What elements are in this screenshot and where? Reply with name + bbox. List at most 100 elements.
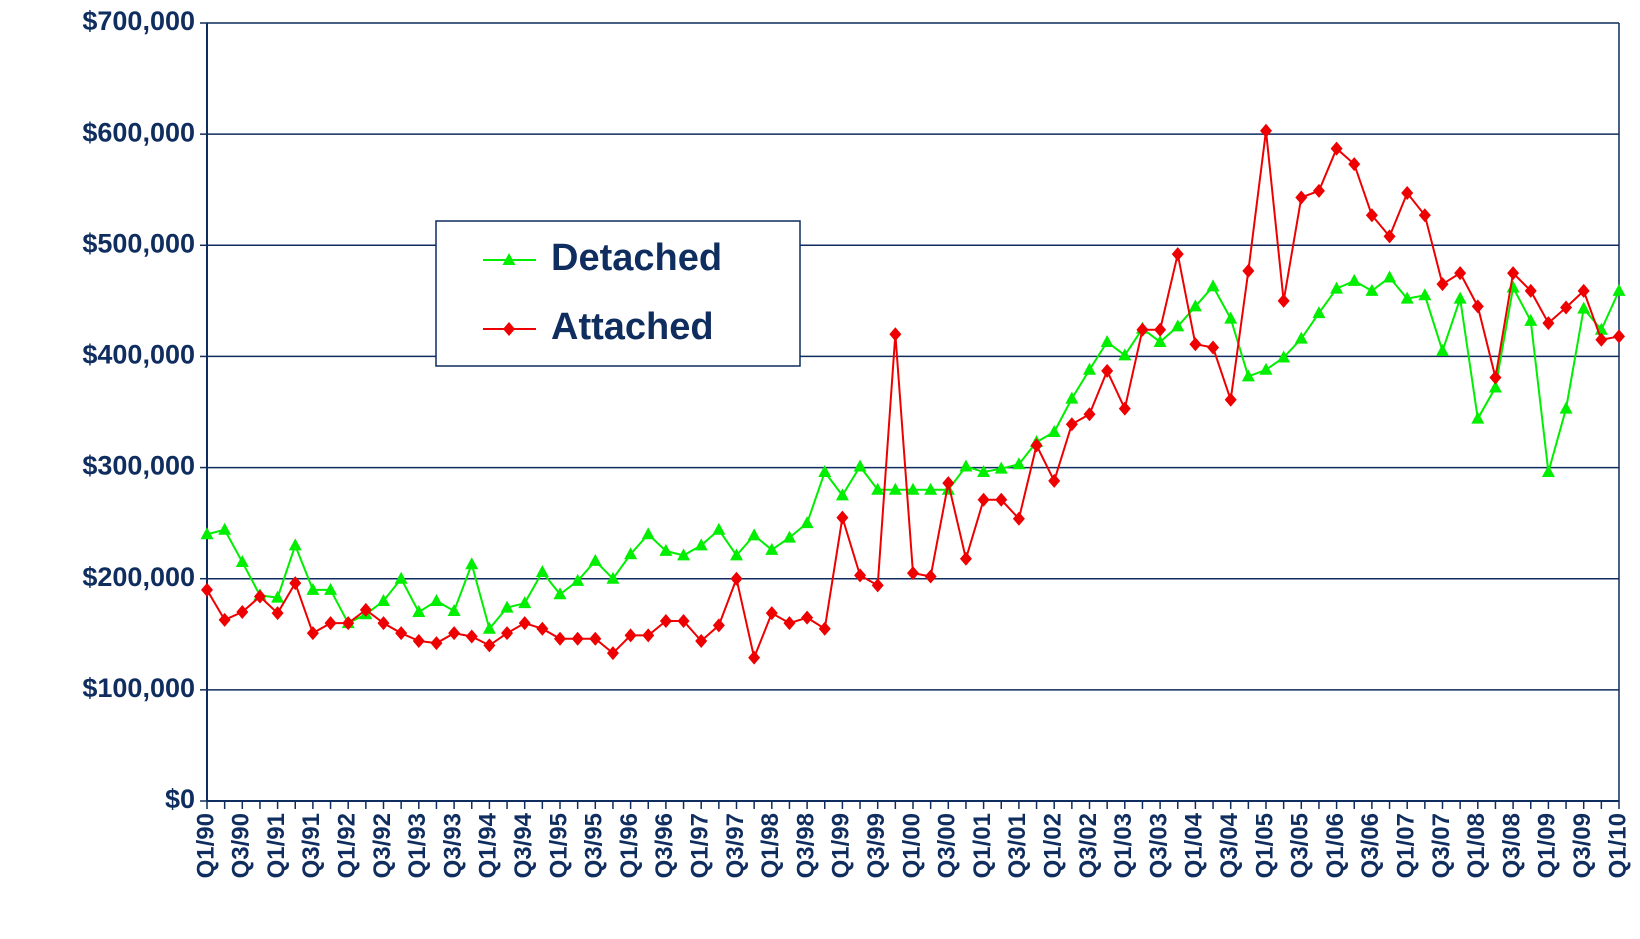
legend-box [435,220,801,367]
data-point [924,569,937,584]
data-point [412,633,425,648]
data-point [253,589,266,604]
data-point [1100,334,1114,347]
x-tick-label: Q3/91 [298,813,325,878]
data-point [1241,369,1255,382]
data-point [554,631,566,646]
data-point [1065,391,1079,404]
data-point [589,631,602,646]
legend-label: Detached [551,237,722,279]
x-tick-label: Q3/99 [863,813,890,878]
data-point [1312,183,1325,198]
data-point [1048,473,1061,488]
data-point [200,527,214,540]
x-tick-label: Q1/07 [1393,813,1420,878]
data-point [818,621,831,636]
x-tick-label: Q1/08 [1463,813,1490,878]
data-point [1242,263,1255,278]
y-tick-label: $200,000 [82,562,195,592]
data-point [853,459,867,472]
x-tick-label: Q1/90 [192,813,219,878]
x-tick-label: Q3/02 [1075,813,1102,878]
data-point [642,628,655,643]
data-point [1330,281,1344,294]
data-point [1312,306,1326,319]
data-point [571,573,585,586]
data-point [765,606,778,621]
x-tick-label: Q1/99 [828,813,855,878]
x-tick-label: Q1/91 [263,813,290,878]
data-point [782,530,796,543]
data-point [1118,401,1131,416]
data-point [730,548,743,561]
x-tick-label: Q3/05 [1287,813,1314,878]
data-point [1294,331,1308,344]
data-point [1207,340,1220,355]
data-point [359,602,372,617]
data-point [1118,348,1132,361]
data-point [447,603,461,616]
data-point [1277,350,1291,363]
data-point [1559,401,1573,414]
data-point [306,626,319,641]
data-point [1101,363,1114,378]
data-point [1542,316,1555,331]
data-point [765,542,779,555]
data-point [1083,362,1096,375]
x-tick-label: Q1/03 [1110,813,1137,878]
x-tick-label: Q1/10 [1604,813,1631,878]
data-point [888,482,902,495]
data-point [695,633,708,648]
data-point [288,538,302,551]
x-tick-label: Q1/02 [1040,813,1067,878]
data-point [977,465,991,478]
x-tick-label: Q1/00 [898,813,925,878]
data-point [924,482,938,495]
data-point [201,582,213,597]
data-point [465,557,479,570]
data-point [395,626,408,641]
x-tick-label: Q3/09 [1569,813,1596,878]
data-point [483,638,496,653]
data-point [1524,313,1538,326]
x-tick-label: Q3/90 [228,813,255,878]
data-point [712,618,725,633]
data-point [1401,186,1414,201]
data-point [1453,291,1467,304]
y-tick-label: $400,000 [82,340,195,370]
data-point [342,616,355,631]
data-point [1295,190,1308,205]
data-point [1047,425,1061,438]
data-point [482,621,496,634]
x-tick-label: Q3/95 [581,813,608,878]
data-point [1560,300,1573,315]
data-point [1524,283,1537,298]
x-tick-label: Q1/09 [1534,813,1561,878]
data-point [871,578,884,593]
data-point [1083,407,1096,422]
data-point [1259,362,1273,375]
x-tick-label: Q1/92 [334,813,361,878]
data-point [624,628,637,643]
data-point [465,629,478,644]
data-point [1348,157,1361,172]
x-tick-label: Q1/98 [757,813,784,878]
data-point [677,548,691,561]
data-point [889,327,902,342]
x-tick-label: Q1/97 [687,813,714,878]
legend-marker [503,322,515,336]
data-point [1454,266,1467,281]
x-tick-label: Q3/08 [1498,813,1525,878]
x-tick-label: Q3/01 [1004,813,1031,878]
legend-marker [502,253,516,265]
data-point [730,571,743,586]
x-tick-label: Q1/93 [404,813,431,878]
data-point [1365,208,1378,223]
x-tick-label: Q1/95 [545,813,572,878]
data-point [377,616,390,631]
data-point [1383,229,1396,244]
y-tick-label: $100,000 [82,673,195,703]
data-point [994,461,1008,474]
